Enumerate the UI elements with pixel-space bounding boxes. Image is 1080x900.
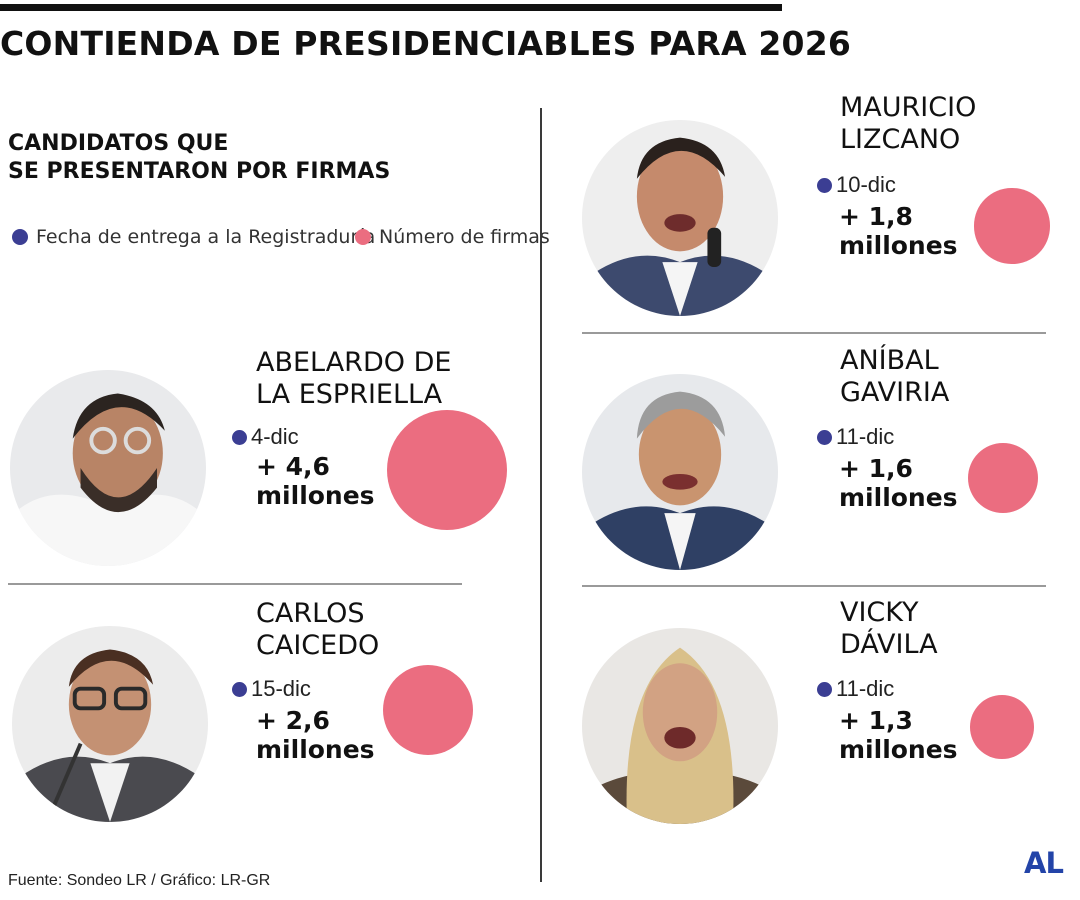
candidate-photo (582, 374, 778, 570)
signatures-count: + 1,3 millones (839, 706, 958, 764)
candidate-name: ABELARDO DE LA ESPRIELLA (256, 347, 451, 411)
legend-date-dot (12, 229, 28, 245)
delivery-date: 11-dic (817, 676, 894, 702)
signatures-value: + 1,8 (839, 202, 913, 231)
row-divider-right-1 (582, 332, 1046, 334)
candidate-name-line-1: ANÍBAL (840, 345, 939, 376)
signature-bubble (970, 695, 1034, 759)
signature-bubble (967, 442, 1039, 514)
signatures-value: + 1,6 (839, 454, 913, 483)
date-dot (232, 681, 247, 697)
subtitle-line-2: SE PRESENTARON POR FIRMAS (8, 159, 391, 184)
delivery-date: 4-dic (232, 424, 299, 450)
column-divider (540, 108, 542, 882)
delivery-date: 15-dic (232, 676, 311, 702)
candidate-name-line-1: ABELARDO DE (256, 347, 452, 378)
candidate-photo (582, 120, 778, 316)
subtitle-line-1: CANDIDATOS QUE (8, 131, 229, 156)
signatures-value: + 4,6 (256, 452, 330, 481)
date-label: 11-dic (836, 424, 895, 449)
date-dot (817, 429, 832, 445)
date-label: 4-dic (251, 424, 299, 449)
row-divider-left (8, 583, 462, 585)
candidate-name: CARLOS CAICEDO (256, 598, 379, 662)
candidate-photo (582, 628, 778, 824)
candidate-name-line-2: DÁVILA (840, 629, 938, 660)
candidate-name-line-1: MAURICIO (840, 92, 977, 123)
legend-signatures-dot (355, 229, 371, 245)
legend-signatures: Número de firmas (355, 222, 550, 252)
candidate-photo (12, 626, 208, 822)
portrait-illustration (582, 374, 778, 570)
source-note: Fuente: Sondeo LR / Gráfico: LR-GR (8, 872, 271, 889)
signatures-unit: millones (839, 483, 958, 512)
signature-bubble (974, 188, 1050, 264)
date-dot (817, 177, 832, 193)
candidate-name-line-2: LIZCANO (840, 124, 961, 155)
candidate-name-line-2: LA ESPRIELLA (256, 379, 443, 410)
signatures-count: + 2,6 millones (256, 706, 375, 764)
candidate-name: ANÍBAL GAVIRIA (840, 345, 949, 409)
portrait-illustration (582, 120, 778, 316)
delivery-date: 10-dic (817, 172, 896, 198)
candidate-name-line-2: CAICEDO (256, 630, 380, 661)
candidate-photo (10, 370, 206, 566)
delivery-date: 11-dic (817, 424, 894, 450)
candidate-name: MAURICIO LIZCANO (840, 92, 976, 156)
date-label: 15-dic (251, 676, 311, 701)
signatures-value: + 2,6 (256, 706, 330, 735)
candidate-name-line-1: CARLOS (256, 598, 365, 629)
row-divider-right-2 (582, 585, 1046, 587)
legend-signatures-label: Número de firmas (379, 226, 550, 248)
signature-bubble (387, 410, 507, 530)
signatures-unit: millones (256, 481, 375, 510)
signatures-unit: millones (839, 231, 958, 260)
candidate-name: VICKY DÁVILA (840, 597, 938, 661)
subtitle: CANDIDATOS QUE SE PRESENTARON POR FIRMAS (8, 130, 438, 186)
date-label: 11-dic (836, 676, 895, 701)
portrait-illustration (10, 370, 206, 566)
candidate-name-line-2: GAVIRIA (840, 377, 950, 408)
legend-date: Fecha de entrega a la Registraduría (12, 222, 375, 252)
page-title: CONTIENDA DE PRESIDENCIABLES PARA 2026 (0, 24, 852, 63)
signatures-unit: millones (839, 735, 958, 764)
date-dot (817, 681, 832, 697)
signatures-count: + 1,8 millones (839, 202, 958, 260)
date-label: 10-dic (836, 172, 896, 197)
date-dot (232, 429, 247, 445)
signature-bubble (382, 664, 474, 756)
portrait-illustration (12, 626, 208, 822)
portrait-illustration (582, 628, 778, 824)
candidate-name-line-1: VICKY (840, 597, 919, 628)
signatures-count: + 1,6 millones (839, 454, 958, 512)
legend-date-label: Fecha de entrega a la Registraduría (36, 226, 376, 248)
top-rule (0, 4, 782, 11)
signatures-value: + 1,3 (839, 706, 913, 735)
signatures-count: + 4,6 millones (256, 452, 375, 510)
signatures-unit: millones (256, 735, 375, 764)
brand-logo: AL (1024, 846, 1064, 880)
